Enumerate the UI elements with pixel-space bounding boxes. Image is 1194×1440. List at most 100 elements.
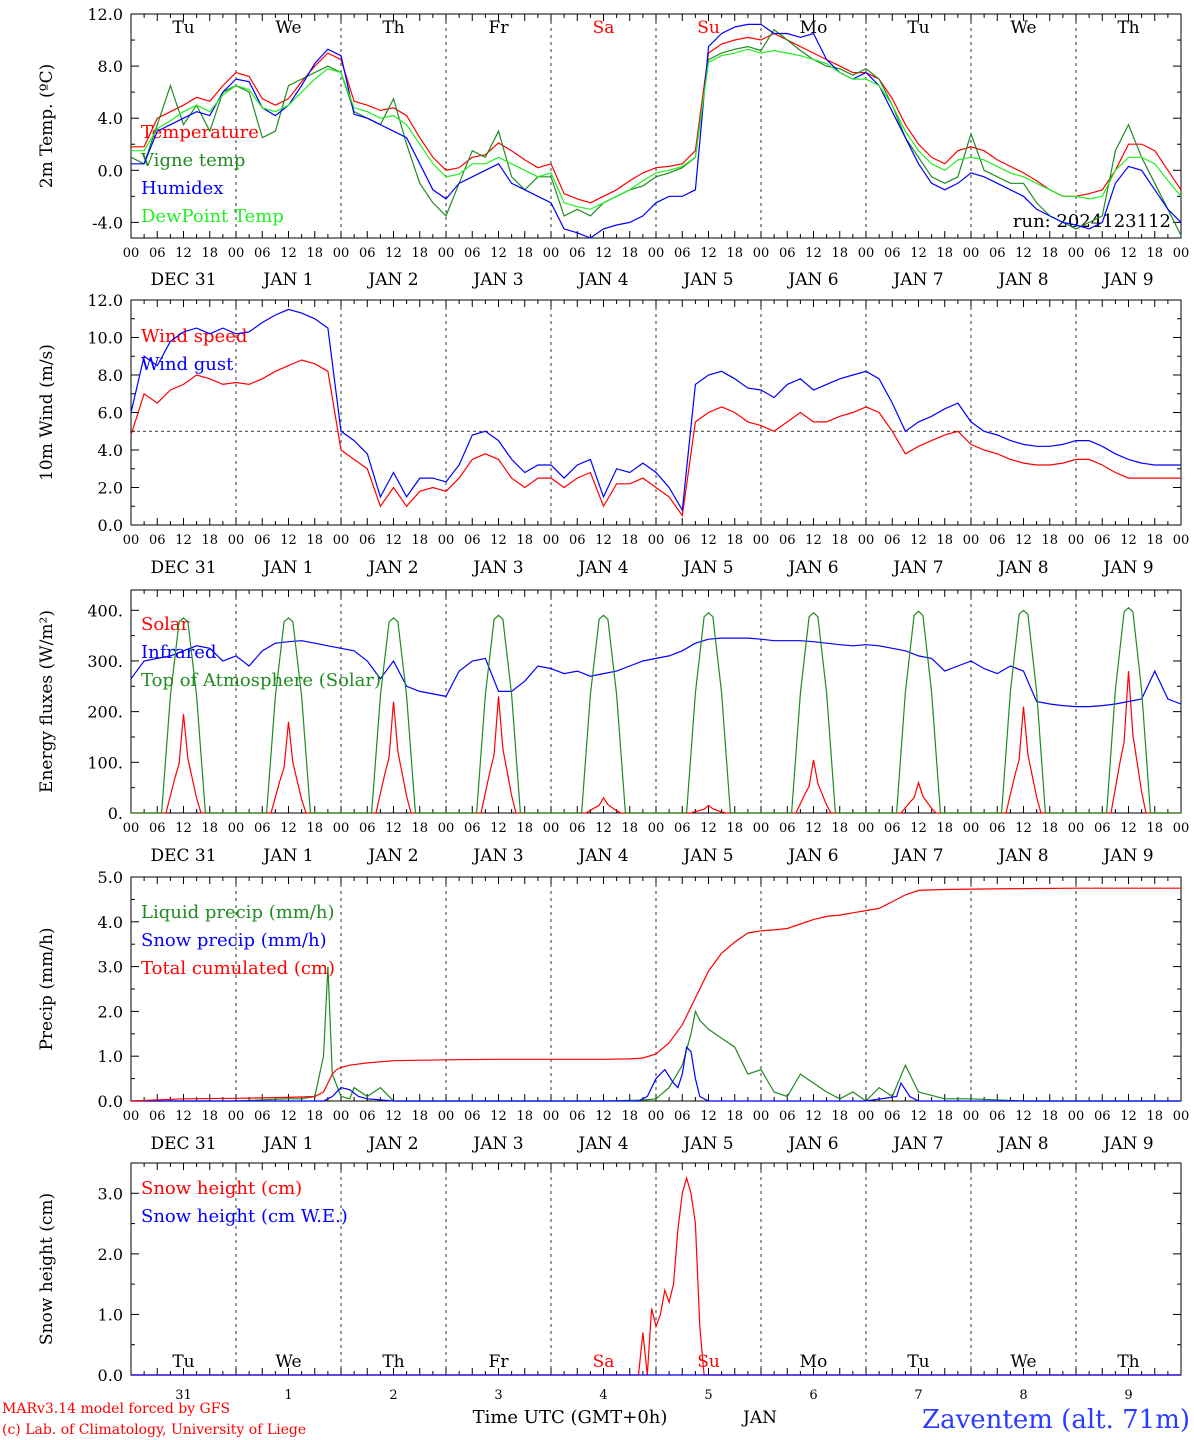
date-label: JAN 4	[576, 558, 628, 578]
y-tick-label: 2.0	[98, 1002, 123, 1021]
y-tick-label: 2.0	[98, 479, 123, 498]
series-line-2	[130, 637, 1182, 708]
hour-tick-label: 06	[779, 821, 796, 836]
hour-tick-label: 06	[569, 246, 586, 261]
weekday-label: We	[275, 18, 301, 38]
weekday-label: Tu	[907, 1352, 929, 1372]
hour-tick-label: 12	[1015, 533, 1032, 548]
hour-tick-label: 12	[910, 246, 927, 261]
hour-tick-label: 06	[254, 246, 271, 261]
hour-tick-label: 06	[989, 246, 1006, 261]
hour-tick-label: 06	[464, 1109, 481, 1124]
hour-tick-label: 18	[726, 1109, 743, 1124]
legend-entry: Snow height (cm W.E.)	[141, 1206, 348, 1227]
legend-entry: Temperature	[141, 122, 259, 143]
hour-tick-label: 06	[254, 821, 271, 836]
hour-tick-label: 00	[438, 533, 455, 548]
date-label: JAN 8	[996, 1134, 1048, 1154]
date-label: JAN 3	[471, 558, 523, 578]
date-label: JAN 9	[1101, 270, 1153, 290]
weekday-label: Tu	[172, 18, 194, 38]
date-label: JAN 7	[891, 846, 943, 866]
hour-tick-label: 12	[1120, 246, 1137, 261]
hour-tick-label: 00	[333, 246, 350, 261]
hour-tick-label: 18	[411, 246, 428, 261]
day-number-label: 8	[1019, 1388, 1027, 1403]
legend-entry: Infrared	[141, 642, 216, 663]
hour-tick-label: 12	[805, 821, 822, 836]
hour-tick-label: 18	[516, 246, 533, 261]
y-tick-label: 5.0	[98, 868, 123, 887]
hour-tick-label: 18	[306, 1109, 323, 1124]
date-label: DEC 31	[150, 270, 216, 290]
hour-tick-label: 00	[753, 246, 770, 261]
y-tick-label: 2.0	[98, 1245, 123, 1264]
date-label: JAN 8	[996, 558, 1048, 578]
series-line-2	[131, 1045, 1181, 1102]
legend-entry: Top of Atmosphere (Solar)	[141, 670, 381, 691]
legend-entry: Wind gust	[141, 354, 234, 375]
day-number-label: 3	[494, 1388, 502, 1403]
hour-tick-label: 18	[936, 821, 953, 836]
hour-tick-label: 12	[1015, 246, 1032, 261]
date-label: JAN 4	[576, 846, 628, 866]
series-line-2	[130, 28, 1182, 236]
date-label: JAN 9	[1101, 846, 1153, 866]
hour-tick-label: 00	[1068, 533, 1085, 548]
hour-tick-label: 00	[228, 821, 245, 836]
hour-tick-label: 12	[595, 821, 612, 836]
hour-tick-label: 18	[831, 533, 848, 548]
weekday-label: Su	[697, 18, 720, 38]
y-tick-label: 0.0	[98, 161, 123, 180]
date-label: JAN 5	[681, 1134, 733, 1154]
date-label: JAN 7	[891, 558, 943, 578]
hour-tick-label: 18	[621, 821, 638, 836]
y-tick-label: 1.0	[98, 1047, 123, 1066]
hour-tick-label: 06	[1094, 821, 1111, 836]
hour-tick-label: 00	[438, 1109, 455, 1124]
date-label: JAN 2	[366, 846, 418, 866]
hour-tick-label: 06	[149, 533, 166, 548]
date-label: JAN 6	[786, 846, 838, 866]
date-label: JAN 6	[786, 1134, 838, 1154]
date-label: JAN 2	[366, 1134, 418, 1154]
hour-tick-label: 12	[595, 246, 612, 261]
hour-tick-label: 06	[254, 533, 271, 548]
y-tick-label: 4.0	[98, 441, 123, 460]
hour-tick-label: 00	[228, 533, 245, 548]
hour-tick-label: 12	[490, 1109, 507, 1124]
weekday-label: Su	[697, 1352, 720, 1372]
hour-tick-label: 06	[149, 246, 166, 261]
y-axis-label: 2m Temp. (ºC)	[37, 64, 57, 189]
date-label: JAN 7	[891, 270, 943, 290]
hour-tick-label: 18	[831, 821, 848, 836]
hour-tick-label: 06	[674, 246, 691, 261]
date-label: JAN 1	[261, 846, 313, 866]
hour-tick-label: 00	[438, 246, 455, 261]
hour-tick-label: 06	[989, 1109, 1006, 1124]
y-tick-label: 12.0	[87, 5, 123, 24]
hour-tick-label: 06	[359, 1109, 376, 1124]
hour-tick-label: 00	[648, 1109, 665, 1124]
series-line-3	[130, 887, 1181, 1102]
hour-tick-label: 00	[123, 533, 140, 548]
hour-tick-label: 06	[1094, 533, 1111, 548]
date-label: JAN 1	[261, 558, 313, 578]
y-tick-label: 10.0	[87, 329, 123, 348]
y-axis-label: Snow height (cm)	[37, 1193, 57, 1345]
hour-tick-label: 12	[805, 246, 822, 261]
weekday-label: Th	[382, 18, 404, 38]
hour-tick-label: 12	[1120, 1109, 1137, 1124]
y-tick-label: 1.0	[98, 1305, 123, 1324]
series-line-4	[131, 48, 1182, 210]
y-tick-label: 8.0	[98, 57, 123, 76]
hour-tick-label: 06	[149, 1109, 166, 1124]
hour-tick-label: 00	[648, 821, 665, 836]
hour-tick-label: 12	[595, 533, 612, 548]
y-tick-label: 300.	[87, 652, 123, 671]
hour-tick-label: 18	[516, 1109, 533, 1124]
y-tick-label: 12.0	[87, 291, 123, 310]
hour-tick-label: 18	[201, 1109, 218, 1124]
y-axis-label: Precip (mm/h)	[37, 927, 57, 1050]
series-line-1	[131, 671, 1181, 814]
